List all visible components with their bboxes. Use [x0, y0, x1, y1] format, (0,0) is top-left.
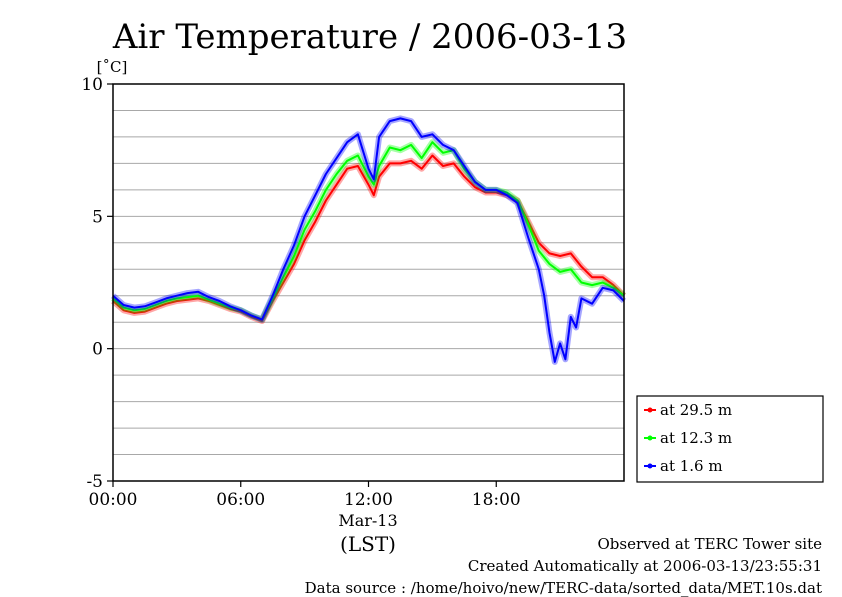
grid-lines: [113, 109, 624, 456]
legend-label: at 1.6 m: [660, 457, 723, 475]
y-tick-label: -5: [86, 472, 103, 492]
legend-marker: [647, 407, 653, 413]
x-tick-label: 06:00: [216, 490, 265, 510]
legend-marker: [647, 435, 653, 441]
series-lines: [111, 115, 627, 365]
series-halo-2: [111, 115, 627, 365]
x-tick-label: 00:00: [89, 490, 138, 510]
footer-source-note: Data source : /home/hoivo/new/TERC-data/…: [304, 579, 822, 597]
x-tick-label: 12:00: [344, 490, 393, 510]
series-line-0: [112, 154, 625, 322]
axis-ticks: 10 5 0 -500:00 06:00 12:00 18:00: [81, 75, 520, 510]
legend: at 29.5 m at 12.3 m at 1.6 m: [636, 395, 824, 483]
legend-marker: [647, 463, 653, 469]
plot-frame: [112, 83, 625, 482]
chart-title: Air Temperature / 2006-03-13: [112, 17, 627, 57]
x-axis-date-label: Mar-13: [338, 511, 397, 530]
y-tick-label: 10: [81, 75, 103, 95]
x-tick-label: 18:00: [472, 490, 521, 510]
series-line-1: [112, 141, 625, 321]
y-axis-unit-label: [˚C]: [97, 58, 128, 76]
legend-box: [636, 395, 824, 483]
legend-label: at 29.5 m: [660, 401, 732, 419]
y-tick-label: 0: [92, 340, 103, 360]
x-axis-label: (LST): [340, 532, 396, 556]
series-line-2: [112, 117, 625, 363]
footer-created-note: Created Automatically at 2006-03-13/23:5…: [467, 557, 822, 575]
legend-label: at 12.3 m: [660, 429, 732, 447]
footer-site-note: Observed at TERC Tower site: [597, 535, 822, 553]
y-tick-label: 5: [92, 207, 103, 227]
